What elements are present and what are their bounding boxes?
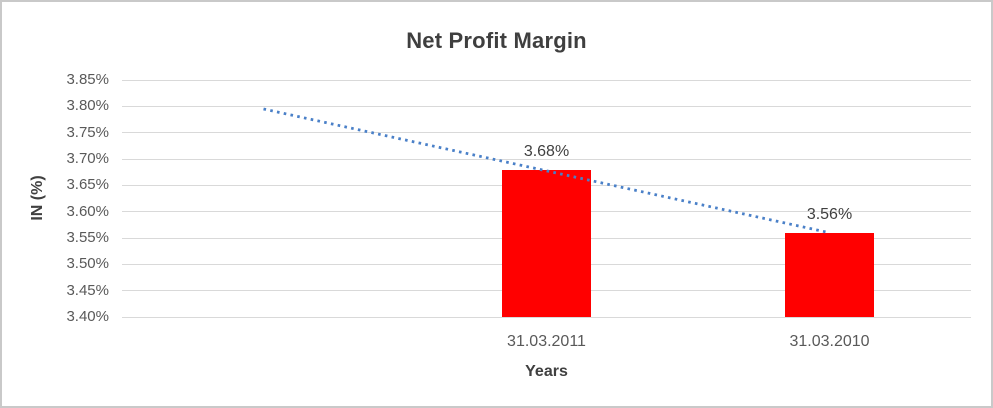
x-tick-label: 31.03.2011	[507, 333, 586, 350]
y-tick-label: 3.70%	[66, 150, 109, 167]
data-label: 3.56%	[806, 205, 853, 223]
trendline	[263, 107, 830, 235]
y-tick-label: 3.40%	[66, 308, 109, 325]
x-axis-title: Years	[525, 363, 568, 380]
bar-31.03.2011	[502, 169, 591, 317]
y-tick-label: 3.80%	[66, 97, 109, 115]
y-tick-label: 3.50%	[66, 255, 109, 273]
data-label: 3.68%	[523, 142, 570, 160]
chart-title: Net Profit Margin	[406, 28, 587, 53]
gridline	[122, 132, 971, 134]
y-tick-label: 3.45%	[66, 281, 109, 299]
plot-area: 3.85% 3.80% 3.75% 3.70% 3.65% 3.60% 3.55% 3.50%…	[66, 71, 971, 350]
x-tick-label: 31.03.2010	[789, 333, 870, 350]
gridline	[122, 105, 971, 107]
y-tick-label: 3.60%	[66, 202, 109, 220]
gridline	[122, 79, 971, 81]
y-tick-label: 3.75%	[66, 123, 109, 141]
y-tick-label: 3.65%	[66, 176, 109, 194]
y-tick-label: 3.85%	[66, 71, 109, 88]
y-tick-label: 3.55%	[66, 229, 109, 246]
bar-31.03.2010	[785, 232, 874, 317]
gridline	[122, 316, 971, 318]
gridline	[122, 158, 971, 160]
